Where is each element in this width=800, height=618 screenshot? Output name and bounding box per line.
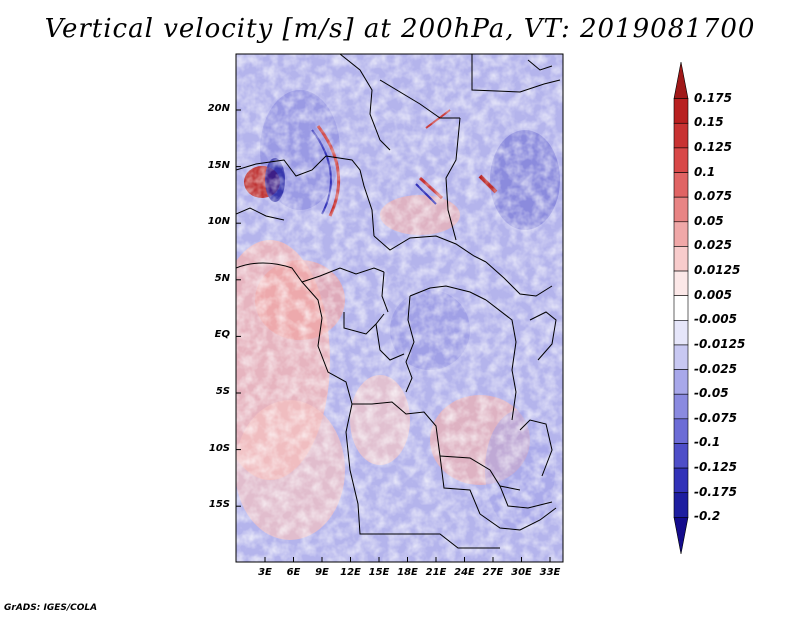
colorbar-swatch [673, 467, 689, 494]
colorbar-swatch [673, 295, 689, 321]
lat-label: 10N [207, 216, 230, 228]
footer-credit: GrADS: IGES/COLA [4, 603, 98, 613]
colorbar-swatch [673, 443, 689, 469]
map-title: Vertical velocity [m/s] at 200hPa, VT: 2… [44, 14, 756, 44]
colorbar-swatch [673, 61, 689, 99]
lat-label: 5S [215, 386, 230, 397]
lat-label: 20N [207, 103, 230, 114]
colorbar-swatch [673, 344, 689, 370]
colorbar-label: -0.1 [694, 435, 721, 450]
colorbar-label: 0.175 [694, 90, 732, 105]
map-frame [235, 53, 564, 563]
colorbar-swatch [673, 246, 689, 272]
lon-label: 24E [454, 567, 475, 578]
colorbar-label: 0.125 [694, 139, 732, 154]
colorbar-swatch [673, 221, 689, 247]
colorbar [673, 61, 689, 555]
colorbar-label: -0.075 [694, 410, 737, 425]
lon-label: 3E [258, 567, 272, 578]
colorbar-label: 0.1 [694, 164, 716, 179]
colorbar-swatch [673, 369, 689, 395]
colorbar-label: -0.125 [694, 460, 737, 475]
colorbar-label: 0.05 [694, 213, 724, 228]
colorbar-swatch [673, 147, 689, 173]
colorbar-label: 0.15 [694, 115, 724, 130]
lat-label: EQ [214, 329, 230, 341]
lon-label: 27E [482, 567, 504, 578]
colorbar-label: 0.005 [694, 287, 732, 302]
lat-label: 15S [208, 499, 230, 511]
colorbar-swatch [673, 98, 689, 124]
colorbar-label: 0.025 [694, 238, 732, 253]
colorbar-swatch [673, 172, 689, 198]
colorbar-swatch [673, 517, 689, 555]
lon-label: 30E [511, 567, 532, 578]
lat-label: 5N [214, 272, 230, 284]
colorbar-label: -0.025 [694, 361, 737, 376]
colorbar-swatch [673, 393, 689, 420]
lon-label: 6E [286, 567, 301, 578]
lon-label: 18E [397, 567, 418, 578]
lon-label: 9E [315, 567, 329, 578]
colorbar-label: 0.0125 [694, 263, 741, 278]
colorbar-swatch [673, 196, 689, 223]
colorbar-swatch [673, 270, 689, 296]
colorbar-swatch [673, 418, 689, 444]
colorbar-swatch [673, 492, 689, 518]
colorbar-label: -0.005 [694, 312, 737, 327]
colorbar-label: 0.075 [694, 189, 732, 204]
colorbar-label: -0.175 [694, 484, 737, 499]
country-borders [236, 54, 561, 549]
colorbar-label: -0.2 [694, 509, 721, 524]
lon-label: 21E [425, 567, 447, 578]
velocity-field [236, 54, 563, 562]
lat-label: 15N [207, 159, 230, 171]
lon-label: 12E [340, 567, 361, 578]
lon-label: 33E [539, 567, 561, 578]
lat-label: 10S [208, 442, 230, 454]
lon-label: 15E [368, 567, 390, 578]
colorbar-label: -0.05 [694, 386, 729, 401]
colorbar-swatch [673, 320, 689, 346]
colorbar-swatch [673, 122, 689, 149]
colorbar-label: -0.0125 [694, 336, 746, 351]
